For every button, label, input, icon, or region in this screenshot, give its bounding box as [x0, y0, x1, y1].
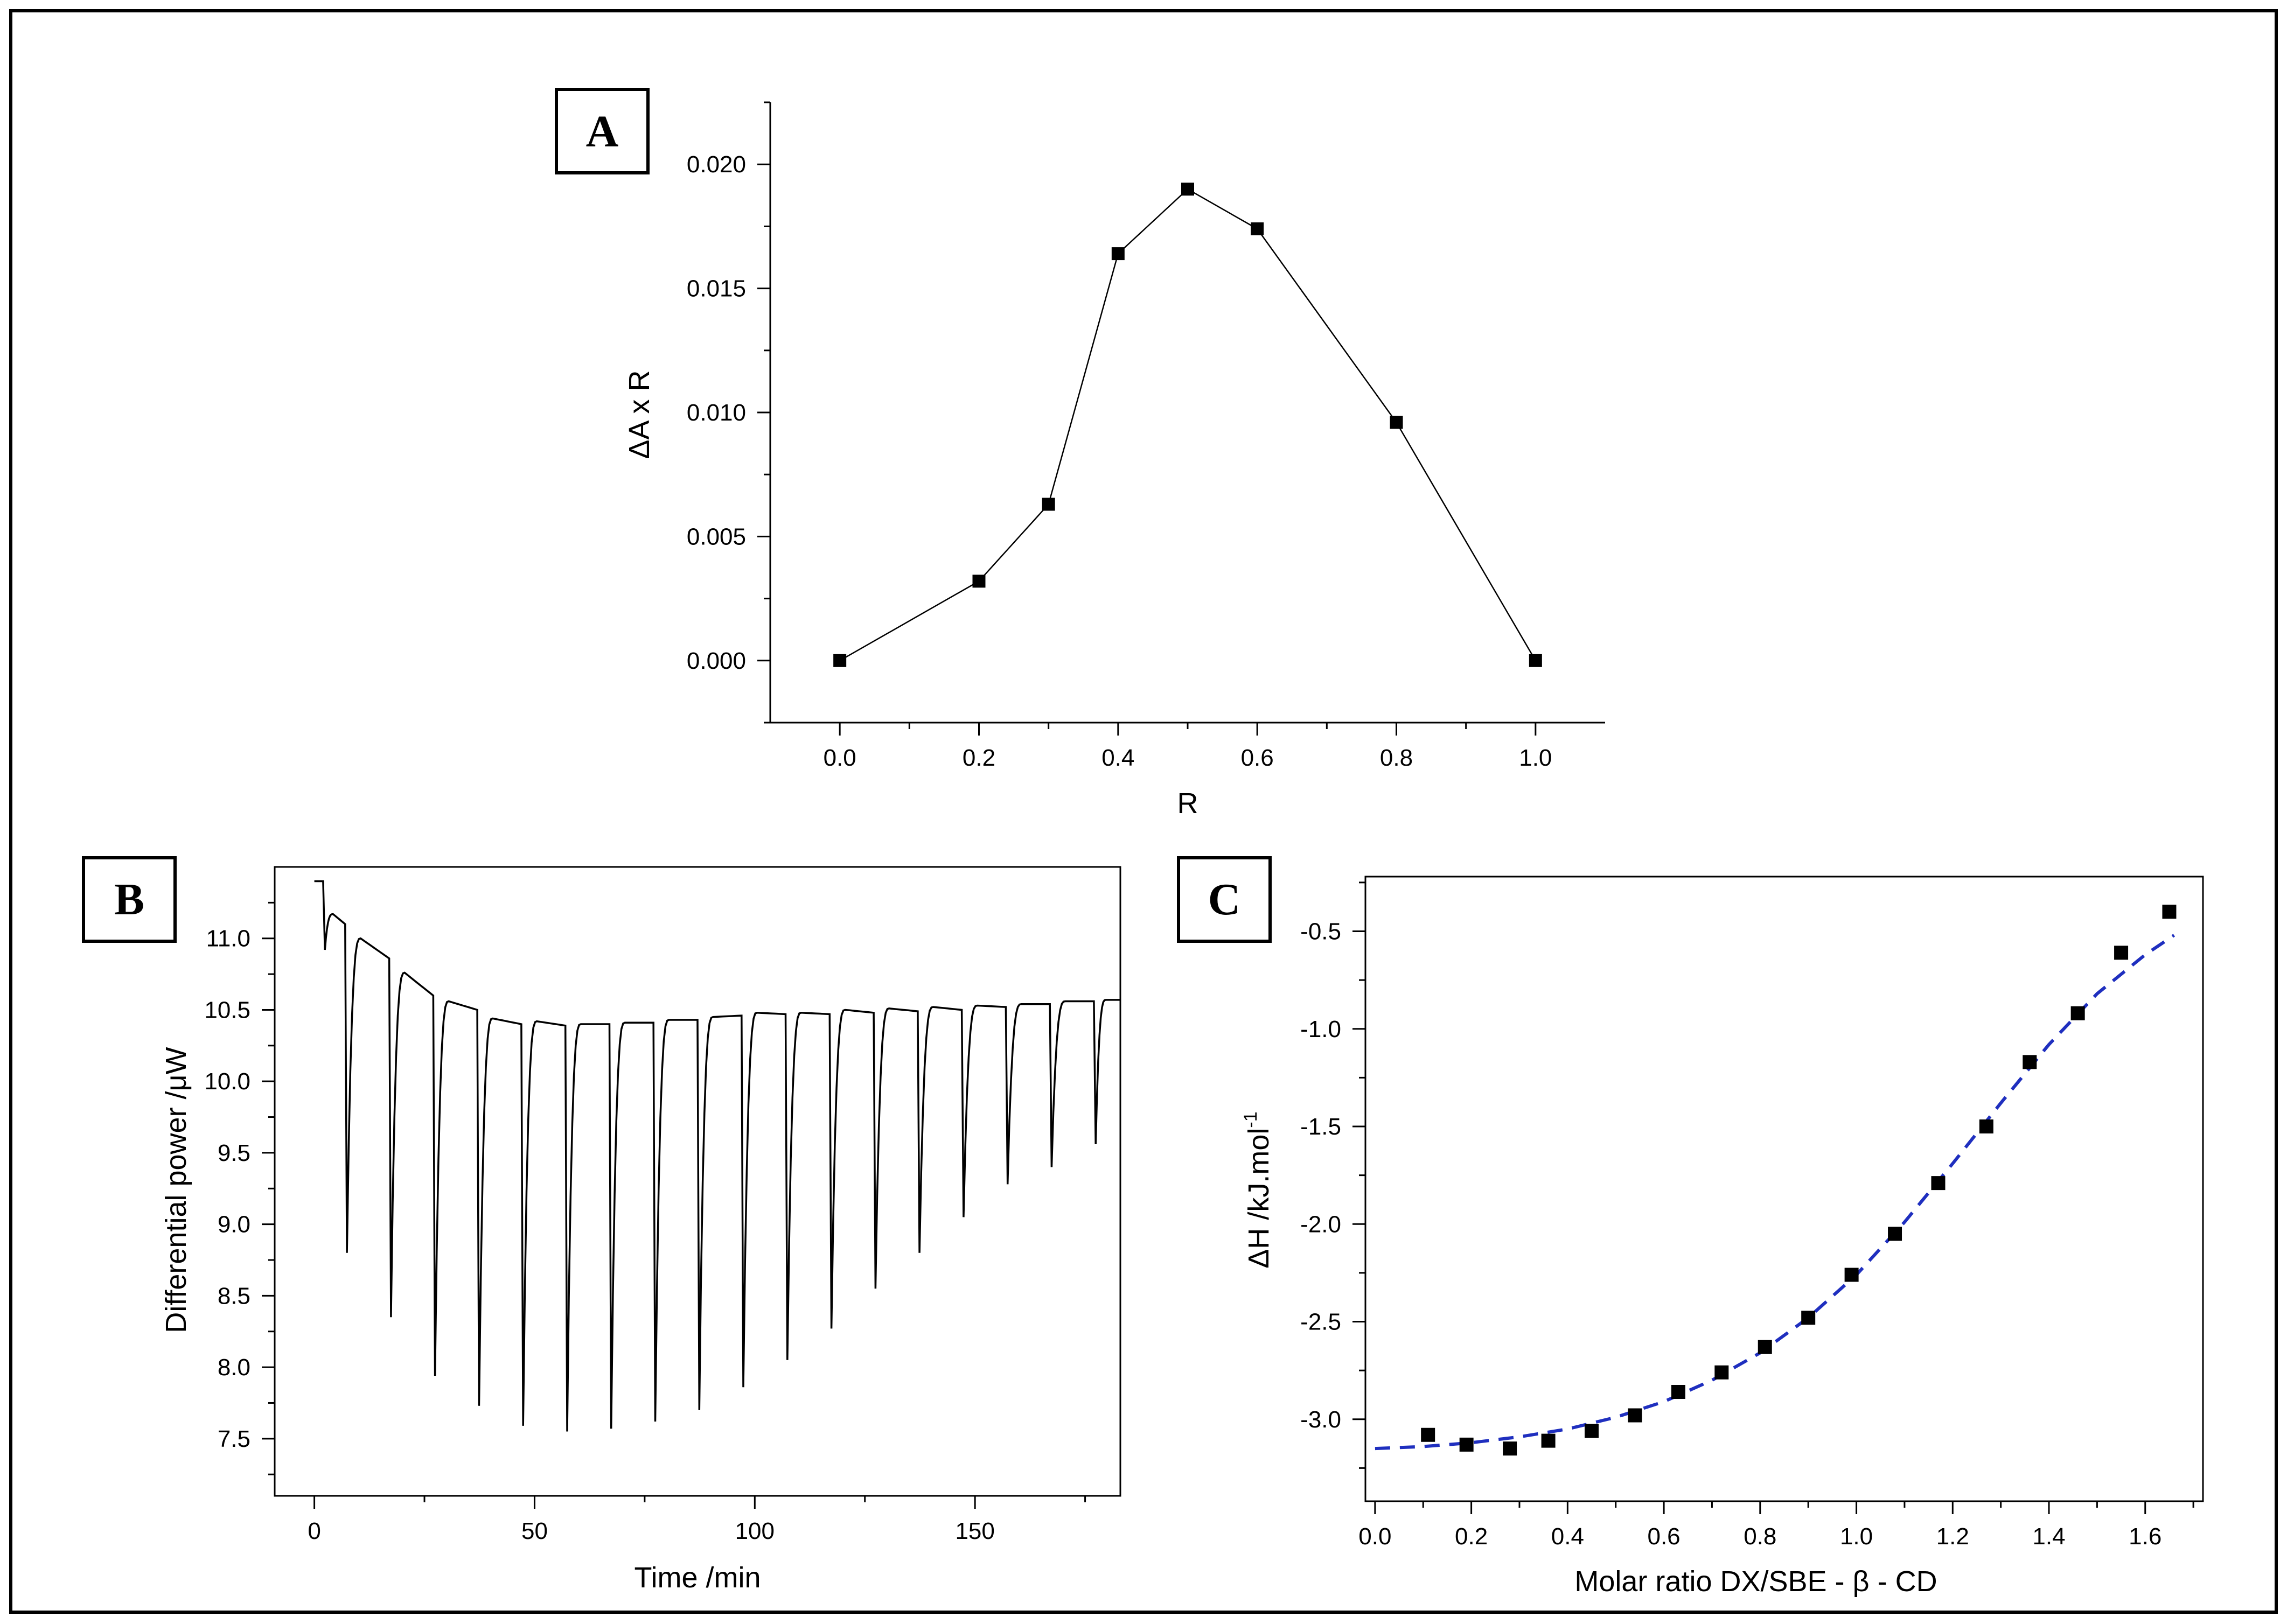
panel-c-data-point: [1459, 1437, 1474, 1452]
panel-c-data-point: [1931, 1176, 1946, 1191]
panel-b-y-tick-label: 8.0: [218, 1354, 250, 1381]
panel-c-data-point: [1628, 1408, 1642, 1423]
panel-c-data-point: [1758, 1340, 1772, 1354]
panel-a-data-point: [1181, 183, 1194, 196]
panel-c-data-point: [2162, 905, 2177, 919]
panel-a-x-tick-label: 1.0: [1519, 745, 1552, 771]
panel-c-data-point: [1801, 1311, 1816, 1325]
panel-c-fit-curve: [1375, 934, 2176, 1451]
panel-b-label-box: [82, 856, 177, 943]
panel-c-y-tick-label: -1.0: [1300, 1016, 1341, 1042]
panel-a-y-tick-label: 0.000: [687, 648, 746, 674]
panel-b-plot-frame: [274, 866, 1121, 1497]
panel-b-y-axis-title: Differential power /μW: [160, 1047, 192, 1333]
panel-b-label: B: [114, 874, 144, 925]
panel-a-x-tick-label: 0.2: [963, 745, 995, 771]
panel-a-data-point: [972, 575, 986, 588]
panel-a-series-line: [839, 188, 1536, 661]
panel-b-y-tick-label: 9.0: [218, 1212, 250, 1238]
panel-a-x-tick-label: 0.6: [1241, 745, 1274, 771]
panel-b-y-tick-label: 9.5: [218, 1140, 250, 1166]
panel-c-data-point: [1503, 1441, 1517, 1456]
panel-c-x-axis-title: Molar ratio DX/SBE - β - CD: [1574, 1565, 1937, 1598]
panel-c-y-axis-title-sup: -1: [1240, 1111, 1261, 1128]
panel-c-chart: 0.0 0.2 0.4 0.6 0.8 1.0 1.2 1.4 1.6 -3.0 -2.5 -2.0 -…: [1177, 856, 2204, 1598]
panel-a-y-tick-label: 0.015: [687, 276, 746, 302]
figure-border: [9, 9, 2278, 1614]
panel-c-y-axis-title: ΔH /kJ.mol-1: [1240, 1111, 1275, 1268]
panel-c-data-point: [1585, 1424, 1599, 1438]
panel-c-y-tick-label: -1.5: [1300, 1114, 1341, 1140]
panel-c-x-tick-label: 0.6: [1647, 1523, 1680, 1550]
panel-c-data-point: [2114, 946, 2129, 960]
panel-b-y-tick-label: 7.5: [218, 1426, 250, 1452]
panel-c-data-point: [2070, 1006, 2085, 1020]
panel-c-data-point: [1714, 1365, 1729, 1380]
panel-c-x-tick-label: 0.8: [1744, 1523, 1776, 1550]
panel-b-y-tick-label: 10.5: [204, 997, 250, 1023]
panel-b-power-trace: [314, 880, 1120, 1432]
panel-a-x-axis-title: R: [1177, 787, 1198, 820]
panel-a-x-tick-label: 0.0: [824, 745, 856, 771]
panel-c-y-tick-label: -3.0: [1300, 1406, 1341, 1433]
panel-c-x-tick-label: 1.0: [1840, 1523, 1873, 1550]
panel-c-data-point: [1888, 1227, 1902, 1241]
panel-c-data-point: [1671, 1385, 1685, 1399]
panel-a-y-tick-label: 0.020: [687, 151, 746, 178]
panel-c-data-point: [1421, 1427, 1435, 1442]
panel-c-x-tick-label: 0.0: [1358, 1523, 1391, 1550]
panel-c-data-point: [2023, 1055, 2037, 1069]
panel-a-y-tick-label: 0.010: [687, 400, 746, 426]
panel-c-y-axis-title-main: ΔH /kJ.mol: [1243, 1128, 1275, 1269]
panel-b-y-tick-label: 10.0: [204, 1068, 250, 1095]
panel-a-data-point: [1529, 654, 1542, 667]
panel-a-data-point: [1042, 498, 1055, 511]
panel-c-label-box: [1177, 856, 1272, 943]
panel-c-data-point: [1844, 1268, 1859, 1282]
panel-c-y-tick-label: -2.0: [1300, 1211, 1341, 1237]
panel-b-chart: 0 50 100 150 7.5 8.0 8.5 9.0 9.5 10.0 10.5 11.0 Tim…: [82, 856, 1121, 1594]
panel-b-x-tick-label: 50: [521, 1518, 548, 1544]
panel-c-y-tick-label: -0.5: [1300, 919, 1341, 945]
panel-a-label-box: [555, 88, 650, 174]
panel-a-y-tick-label: 0.005: [687, 523, 746, 550]
panel-a-x-tick-label: 0.8: [1380, 745, 1413, 771]
panel-a-data-point: [833, 654, 847, 667]
panel-c-label: C: [1208, 874, 1241, 925]
panel-c-x-tick-label: 1.6: [2129, 1523, 2162, 1550]
panel-a-data-point: [1111, 247, 1125, 261]
panel-a-x-tick-label: 0.4: [1101, 745, 1134, 771]
panel-b-y-tick-label: 8.5: [218, 1283, 250, 1309]
panel-c-y-tick-label: -2.5: [1300, 1309, 1341, 1335]
panel-a-data-point: [1251, 222, 1264, 236]
panel-c-x-tick-label: 0.4: [1551, 1523, 1584, 1550]
panel-b-x-axis-title: Time /min: [634, 1562, 761, 1594]
panel-b-x-tick-label: 150: [955, 1518, 994, 1544]
panel-c-x-tick-label: 1.2: [1936, 1523, 1969, 1550]
panel-b-x-tick-label: 100: [735, 1518, 775, 1544]
panel-a-y-axis-title: ΔA x R: [623, 370, 656, 459]
panel-b-x-tick-label: 0: [308, 1518, 320, 1544]
panel-c-data-point: [1979, 1119, 1993, 1133]
panel-c-x-tick-label: 1.4: [2032, 1523, 2065, 1550]
panel-c-plot-frame: [1364, 876, 2204, 1502]
panel-a-data-point: [1390, 416, 1403, 429]
panel-b-y-tick-label: 11.0: [206, 926, 250, 952]
panel-a-chart: 0.0 0.2 0.4 0.6 0.8 1.0 0.000 0.005 0.010 0.015 0.…: [555, 88, 1605, 820]
panel-c-data-point: [1541, 1433, 1556, 1448]
panel-a-label: A: [586, 107, 619, 157]
panel-c-x-tick-label: 0.2: [1455, 1523, 1488, 1550]
